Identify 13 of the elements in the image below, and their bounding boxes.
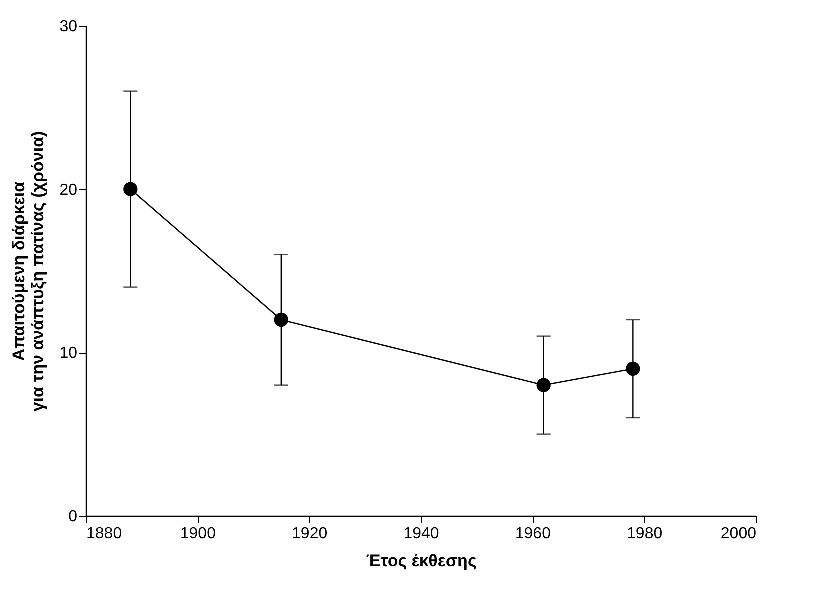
x-tick-label: 1940 <box>404 526 440 542</box>
y-axis-title: Απαιτούμενη διάρκεια για την ανάπτυξη πατίνας (χρόνια) <box>10 131 48 412</box>
x-tick-label: 1900 <box>180 526 216 542</box>
x-tick-label: 1960 <box>515 526 552 542</box>
x-tick-label: 1920 <box>292 526 328 542</box>
x-axis-title: Έτος έκθεσης <box>366 552 477 570</box>
y-tick-label: 0 <box>68 508 78 526</box>
y-tick-label: 10 <box>60 345 78 362</box>
x-tick-label: 1980 <box>627 526 663 542</box>
x-tick-label: 1880 <box>86 526 122 542</box>
x-tick-label: 2000 <box>720 526 757 542</box>
y-tick-label: 20 <box>60 182 78 199</box>
y-tick-label: 30 <box>60 18 78 36</box>
